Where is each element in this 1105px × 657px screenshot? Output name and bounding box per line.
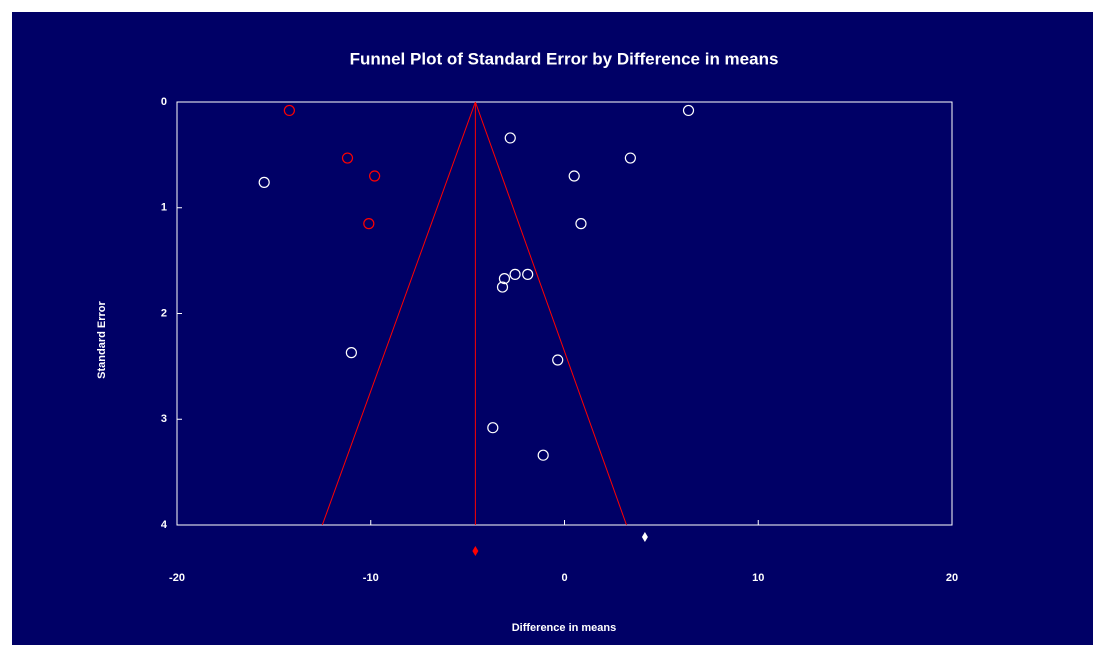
funnel-line	[321, 101, 476, 526]
y-tick-label: 0	[161, 96, 167, 108]
chart-background	[12, 12, 1093, 645]
x-tick-label: -10	[363, 572, 379, 584]
x-tick-label: 0	[561, 572, 567, 584]
study-point	[537, 449, 549, 461]
y-tick-label: 1	[161, 202, 167, 214]
study-point	[498, 273, 511, 285]
study-point	[682, 104, 695, 117]
chart-title: Funnel Plot of Standard Error by Differe…	[350, 49, 779, 68]
x-tick-label: 20	[946, 572, 958, 584]
funnel-line	[474, 101, 627, 526]
x-tick-label: 10	[752, 572, 764, 584]
study-point	[575, 218, 587, 230]
y-axis-label: Standard Error	[96, 300, 108, 378]
study-point	[509, 268, 521, 280]
study-point	[363, 218, 375, 230]
study-point	[504, 132, 516, 144]
study-point	[487, 422, 499, 434]
study-point	[283, 104, 295, 117]
study-point	[624, 152, 636, 164]
study-point	[258, 176, 270, 188]
summary-diamond	[472, 546, 479, 556]
study-point	[522, 268, 534, 280]
x-axis-label: Difference in means	[512, 622, 617, 634]
x-tick-label: -20	[169, 572, 185, 584]
study-point	[345, 347, 357, 359]
y-tick-label: 2	[161, 307, 167, 319]
y-tick-label: 4	[161, 519, 168, 531]
study-point	[568, 170, 580, 182]
study-point	[552, 354, 564, 366]
y-tick-label: 3	[161, 413, 167, 425]
summary-diamond	[641, 532, 648, 542]
study-point	[341, 152, 354, 164]
study-point	[369, 170, 381, 182]
study-point	[496, 281, 509, 293]
